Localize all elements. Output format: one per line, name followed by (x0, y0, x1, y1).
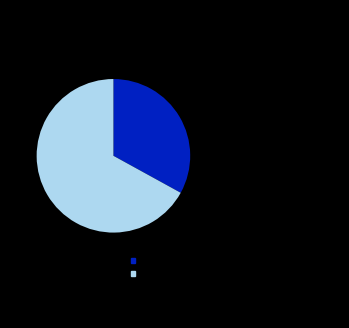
Wedge shape (37, 79, 181, 233)
Wedge shape (113, 79, 190, 193)
Legend: , : , (127, 253, 138, 282)
